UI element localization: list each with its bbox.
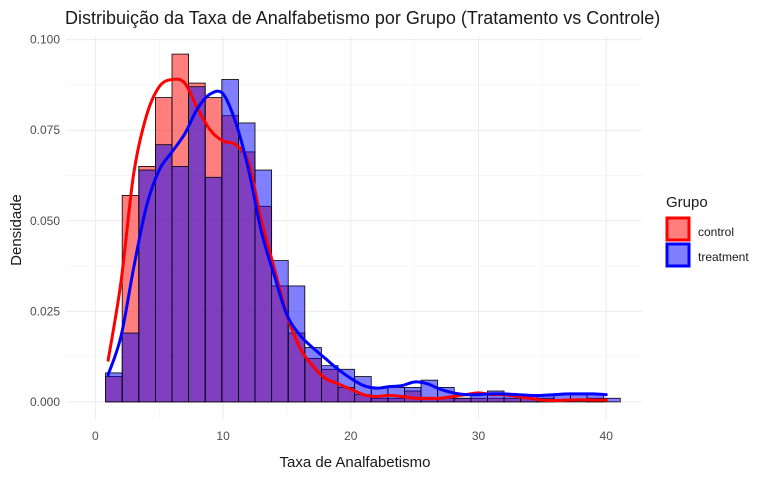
bar-treatment <box>188 86 206 403</box>
plot-area: 0 10 20 30 40 0.000 0.025 0.050 0.075 0.100 <box>30 33 642 443</box>
bar-treatment <box>171 166 190 403</box>
x-tick-label: 20 <box>344 429 358 443</box>
chart-title: Distribuição da Taxa de Analfabetismo po… <box>65 8 660 28</box>
bar-treatment <box>204 176 223 403</box>
legend-label-control: control <box>698 225 734 239</box>
x-tick-label: 40 <box>600 429 614 443</box>
legend: Grupo control treatment <box>665 194 749 268</box>
bar-treatment <box>105 372 123 403</box>
y-tick-label: 0.075 <box>30 123 60 137</box>
bar-treatment <box>155 144 173 403</box>
legend-key-control <box>665 216 691 242</box>
legend-label-treatment: treatment <box>698 250 749 264</box>
bar-treatment <box>121 332 140 403</box>
x-tick-label: 30 <box>472 429 486 443</box>
bar-treatment <box>354 376 372 403</box>
legend-title: Grupo <box>666 194 708 211</box>
density-line-control <box>106 77 608 402</box>
y-axis-title: Densidade <box>8 194 25 266</box>
y-tick-label: 0.025 <box>30 304 60 318</box>
bar-treatment <box>271 260 289 403</box>
y-tick-label: 0.100 <box>30 33 60 47</box>
y-tick-label: 0.050 <box>30 214 60 228</box>
x-axis-title: Taxa de Analfabetismo <box>280 454 431 471</box>
x-tick-label: 0 <box>92 429 99 443</box>
legend-key-treatment <box>665 242 691 268</box>
density-line-treatment <box>106 89 608 397</box>
bar-treatment <box>453 397 472 403</box>
x-tick-label: 10 <box>216 429 230 443</box>
y-tick-label: 0.000 <box>30 395 60 409</box>
